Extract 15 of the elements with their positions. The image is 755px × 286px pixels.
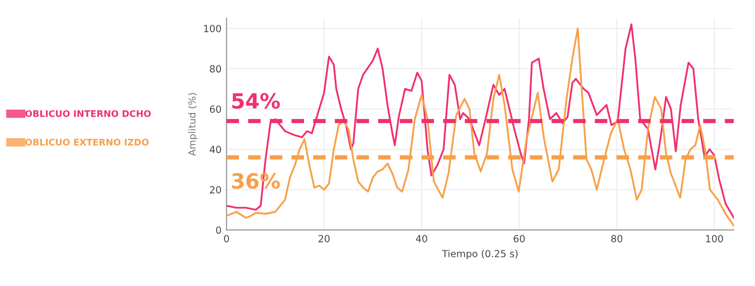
y-tick-label: 20 [210, 186, 221, 194]
x-axis-title: Tiempo (0.25 s) [442, 250, 518, 260]
x-tick-label: 80 [611, 234, 622, 242]
y-tick-label: 40 [210, 146, 221, 154]
x-tick-label: 100 [706, 234, 723, 242]
ref-line-label: 54% [232, 92, 280, 109]
x-tick-label: 60 [514, 234, 525, 242]
x-tick-label: 20 [318, 234, 330, 242]
y-axis-title: Amplitud (%) [188, 93, 198, 156]
y-tick-label: 100 [204, 24, 221, 32]
y-tick-label: 0 [216, 226, 221, 234]
x-tick-label: 0 [224, 234, 229, 242]
x-tick-label: 40 [416, 234, 428, 242]
y-tick-label: 60 [210, 105, 221, 113]
y-tick-label: 80 [210, 65, 221, 73]
